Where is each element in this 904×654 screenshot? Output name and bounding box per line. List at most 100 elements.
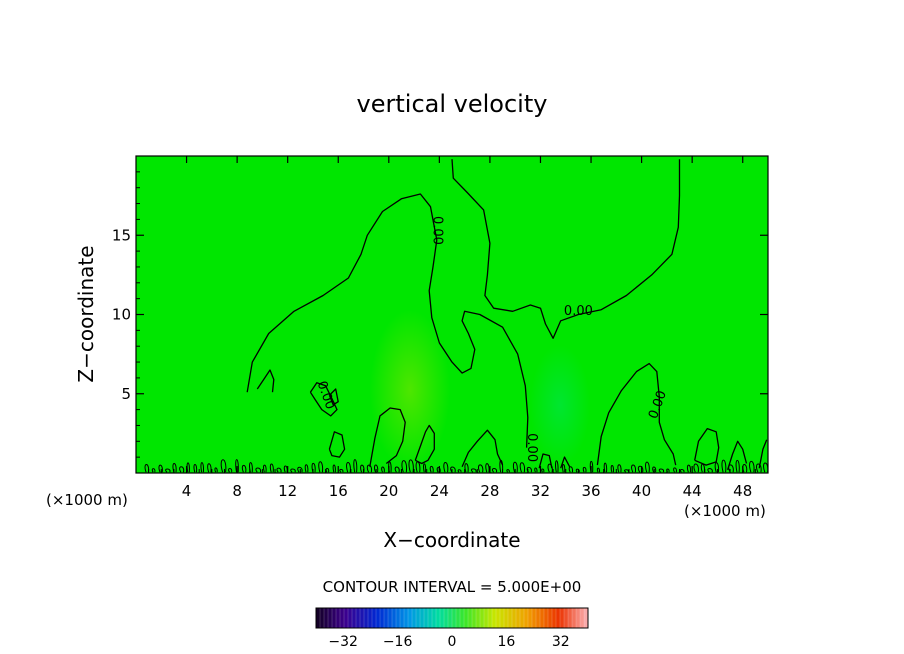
colorbar-swatch xyxy=(320,608,325,628)
colorbar-swatch xyxy=(540,608,545,628)
y-tick-label: 10 xyxy=(112,306,131,324)
colorbar-swatch xyxy=(444,608,449,628)
x-axis-label: X−coordinate xyxy=(383,528,520,552)
colorbar-swatch xyxy=(336,608,341,628)
contour-label: 0.00 xyxy=(524,433,539,462)
colorbar-swatch xyxy=(352,608,357,628)
colorbar-tick-label: −16 xyxy=(383,634,413,650)
contour-line xyxy=(309,382,338,417)
surface-contour xyxy=(353,459,358,473)
surface-contour xyxy=(637,465,644,473)
colorbar-swatch xyxy=(372,608,377,628)
surface-contour xyxy=(491,468,498,473)
colorbar-swatch xyxy=(488,608,493,628)
colorbar-swatch xyxy=(520,608,525,628)
colorbar-swatch xyxy=(388,608,393,628)
surface-contour xyxy=(575,468,580,473)
colorbar-swatch xyxy=(584,608,589,628)
surface-contour xyxy=(652,466,657,473)
surface-contour xyxy=(179,466,185,473)
surface-contour xyxy=(541,468,545,473)
surface-contour xyxy=(693,463,699,473)
contour-line xyxy=(369,407,406,467)
colorbar-swatch xyxy=(512,608,517,628)
colorbar-swatch xyxy=(364,608,369,628)
colorbar-swatch xyxy=(428,608,433,628)
colorbar-swatch xyxy=(524,608,529,628)
y-axis-label: Z−coordinate xyxy=(74,245,98,382)
surface-contours xyxy=(144,459,768,473)
contour-line xyxy=(256,369,275,393)
surface-contour xyxy=(555,460,559,473)
colorbar-swatch xyxy=(556,608,561,628)
y-axis-ticks: 5 10 15 xyxy=(112,171,768,458)
contour-line xyxy=(726,440,748,470)
x-tick-label: 20 xyxy=(379,482,398,500)
updraft-shading xyxy=(370,310,450,470)
colorbar-tick-label: 32 xyxy=(552,634,570,650)
surface-contour xyxy=(346,462,351,473)
colorbar-swatch xyxy=(376,608,381,628)
surface-contour xyxy=(631,464,637,473)
colorbar-swatch xyxy=(456,608,461,628)
surface-contour xyxy=(401,460,408,473)
colorbar-swatch xyxy=(396,608,401,628)
colorbar-swatch xyxy=(516,608,521,628)
colorbar-swatch xyxy=(472,608,477,628)
colorbar-tick-label: −32 xyxy=(328,634,358,650)
contour-line xyxy=(560,456,571,469)
colorbar-swatch xyxy=(464,608,469,628)
colorbar-swatch xyxy=(436,608,441,628)
colorbar-swatch xyxy=(508,608,513,628)
x-tick-label: 8 xyxy=(232,482,242,500)
colorbar-swatch xyxy=(328,608,333,628)
colorbar-swatch xyxy=(392,608,397,628)
surface-contour xyxy=(276,467,282,473)
surface-contour xyxy=(464,463,469,473)
colorbar-tick-label: 0 xyxy=(448,634,457,650)
colorbar-swatch xyxy=(548,608,553,628)
surface-contour xyxy=(728,464,734,473)
surface-contour xyxy=(457,469,462,473)
colorbar-swatch xyxy=(432,608,437,628)
surface-contour xyxy=(506,469,510,473)
x-tick-label: 44 xyxy=(683,482,702,500)
colorbar-swatch xyxy=(500,608,505,628)
surface-contour xyxy=(207,463,212,473)
surface-contour xyxy=(290,468,296,473)
colorbar-swatch xyxy=(532,608,537,628)
surface-contour xyxy=(325,467,330,473)
contour-lines xyxy=(246,159,768,470)
surface-contour xyxy=(478,464,484,473)
contour-line xyxy=(538,453,553,469)
surface-contour xyxy=(374,464,379,473)
y-tick-label: 5 xyxy=(121,385,131,403)
contour-line xyxy=(451,159,681,339)
x-tick-label: 48 xyxy=(733,482,752,500)
contour-line xyxy=(246,193,529,448)
surface-contour xyxy=(707,468,713,473)
surface-contour xyxy=(220,459,227,473)
surface-contour xyxy=(263,464,267,473)
surface-contour xyxy=(714,462,720,473)
surface-contour xyxy=(679,469,685,473)
colorbar-swatch xyxy=(480,608,485,628)
colorbar-swatch xyxy=(544,608,549,628)
surface-contour xyxy=(339,468,344,473)
contour-line xyxy=(758,439,768,469)
surface-contour xyxy=(241,464,247,473)
x-tick-label: 16 xyxy=(329,482,348,500)
colorbar-swatch xyxy=(380,608,385,628)
x-tick-label: 24 xyxy=(430,482,449,500)
surface-contour xyxy=(596,467,601,473)
surface-contour xyxy=(568,466,574,473)
colorbar-swatch xyxy=(424,608,429,628)
colorbar-tick-label: 16 xyxy=(497,634,515,650)
downdraft-shading xyxy=(530,345,590,465)
velocity-field xyxy=(136,156,768,473)
colorbar-swatch xyxy=(572,608,577,628)
colorbar-swatch xyxy=(332,608,337,628)
surface-contour xyxy=(394,466,400,473)
surface-contour xyxy=(443,462,449,473)
colorbar xyxy=(315,607,589,629)
